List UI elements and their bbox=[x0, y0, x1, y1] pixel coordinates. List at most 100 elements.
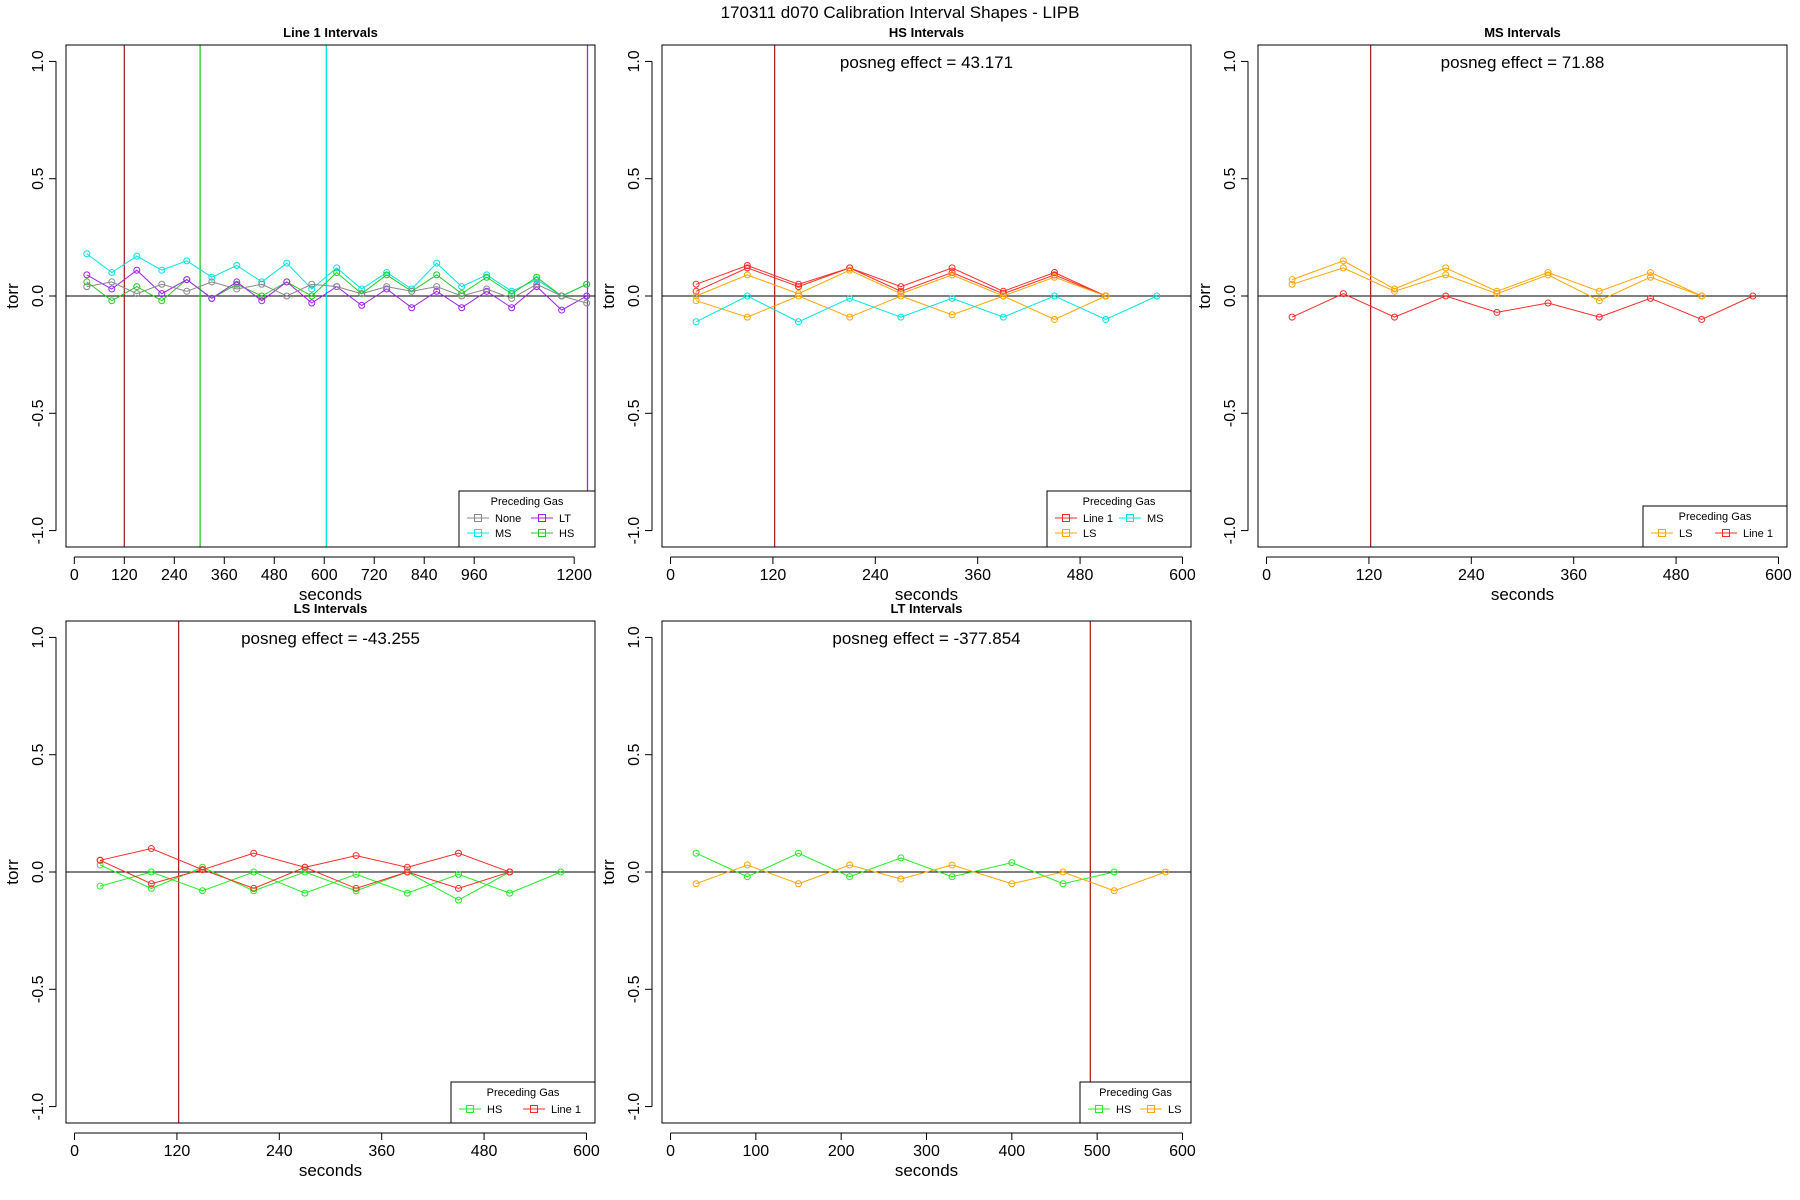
plot-frame bbox=[65, 620, 596, 1124]
data-point bbox=[483, 287, 491, 295]
data-point bbox=[692, 280, 700, 288]
data-point bbox=[199, 863, 207, 871]
legend-entry-hs: HS bbox=[459, 1104, 502, 1116]
data-point bbox=[383, 271, 391, 279]
legend-swatch-marker bbox=[530, 1105, 538, 1113]
legend-entry-line-1: Line 1 bbox=[1715, 528, 1773, 540]
data-point bbox=[308, 285, 316, 293]
series-line bbox=[695, 852, 1115, 885]
data-point bbox=[408, 304, 416, 312]
x-tick-label: 480 bbox=[1663, 567, 1690, 584]
legend-entry-ls: LS bbox=[1140, 1104, 1181, 1116]
data-point bbox=[1646, 269, 1654, 277]
series-line bbox=[695, 269, 1106, 297]
y-axis-label: torr bbox=[599, 283, 618, 309]
data-point bbox=[147, 884, 155, 892]
series-ls bbox=[692, 861, 1169, 895]
x-axis: 0 120 240 360 480 600 seconds bbox=[1262, 556, 1792, 604]
data-point bbox=[301, 863, 309, 871]
series-line-1 bbox=[692, 264, 1110, 300]
data-point bbox=[743, 264, 751, 272]
data-point bbox=[1339, 290, 1347, 298]
legend-label: HS bbox=[1116, 1104, 1131, 1116]
data-point bbox=[692, 287, 700, 295]
data-point bbox=[948, 271, 956, 279]
data-point bbox=[1153, 292, 1161, 300]
y-tick-label: -0.5 bbox=[30, 399, 47, 427]
legend: Preceding Gas HS Line 1 bbox=[450, 1081, 596, 1124]
data-point bbox=[897, 283, 905, 291]
data-point bbox=[433, 283, 441, 291]
legend: Preceding Gas None LT MS HS bbox=[458, 490, 596, 548]
data-point bbox=[333, 283, 341, 291]
data-point bbox=[1749, 292, 1757, 300]
data-point bbox=[999, 313, 1007, 321]
x-tick-label: 120 bbox=[760, 567, 787, 584]
data-point bbox=[147, 868, 155, 876]
x-tick-label: 720 bbox=[361, 567, 388, 584]
x-axis: 0 120 240 360 480 600 seconds bbox=[70, 1132, 600, 1180]
data-point bbox=[383, 269, 391, 277]
legend-label: LT bbox=[559, 513, 571, 525]
data-point bbox=[96, 861, 104, 869]
data-point bbox=[383, 285, 391, 293]
data-point bbox=[108, 285, 116, 293]
data-point bbox=[1102, 292, 1110, 300]
x-axis-label: seconds bbox=[299, 585, 362, 604]
x-axis-label: seconds bbox=[1491, 585, 1554, 604]
series-line bbox=[99, 864, 510, 901]
data-point bbox=[108, 269, 116, 277]
x-tick-label: 120 bbox=[1356, 567, 1383, 584]
y-tick-label: -0.5 bbox=[626, 399, 643, 427]
y-tick-label: 0.5 bbox=[626, 167, 643, 189]
data-point bbox=[258, 297, 266, 305]
data-point bbox=[158, 266, 166, 274]
data-point bbox=[897, 854, 905, 862]
data-point bbox=[533, 280, 541, 288]
x-tick-label: 240 bbox=[1458, 567, 1485, 584]
data-point bbox=[358, 285, 366, 293]
data-point bbox=[408, 287, 416, 295]
y-tick-label: 0.0 bbox=[626, 861, 643, 883]
y-tick-label: 1.0 bbox=[626, 626, 643, 648]
x-tick-label: 480 bbox=[261, 567, 288, 584]
data-point bbox=[383, 283, 391, 291]
data-point bbox=[795, 849, 803, 857]
legend-label: LS bbox=[1083, 528, 1096, 540]
y-tick-label: 1.0 bbox=[1222, 50, 1239, 72]
data-point bbox=[692, 318, 700, 326]
x-tick-label: 240 bbox=[266, 1143, 293, 1160]
y-tick-label: -0.5 bbox=[30, 975, 47, 1003]
data-point bbox=[433, 271, 441, 279]
x-tick-label: 100 bbox=[743, 1143, 770, 1160]
data-point bbox=[1493, 308, 1501, 316]
data-point bbox=[1595, 297, 1603, 305]
data-point bbox=[158, 280, 166, 288]
data-point bbox=[795, 290, 803, 298]
data-point bbox=[83, 250, 91, 258]
data-point bbox=[258, 292, 266, 300]
data-point bbox=[333, 264, 341, 272]
y-tick-label: 1.0 bbox=[30, 626, 47, 648]
data-point bbox=[250, 849, 258, 857]
y-axis: 1.0 0.5 0.0 -0.5 -1.0 torr bbox=[599, 626, 653, 1120]
data-point bbox=[846, 294, 854, 302]
x-tick-label: 0 bbox=[70, 567, 79, 584]
y-tick-label: -1.0 bbox=[626, 517, 643, 545]
data-point bbox=[133, 266, 141, 274]
data-point bbox=[1698, 315, 1706, 323]
series-line bbox=[86, 253, 587, 297]
series-ms bbox=[692, 292, 1161, 326]
legend-swatch-marker bbox=[1126, 514, 1134, 522]
data-point bbox=[250, 884, 258, 892]
data-point bbox=[1059, 880, 1067, 888]
legend-entry-none: None bbox=[467, 513, 521, 525]
data-point bbox=[1339, 257, 1347, 265]
series-hs bbox=[96, 861, 514, 904]
data-point bbox=[743, 271, 751, 279]
data-point bbox=[133, 290, 141, 298]
y-tick-label: -1.0 bbox=[30, 517, 47, 545]
posneg-annotation: posneg effect = 71.88 bbox=[1441, 53, 1605, 72]
series-line bbox=[99, 847, 510, 873]
panel-title: MS Intervals bbox=[1484, 25, 1561, 40]
